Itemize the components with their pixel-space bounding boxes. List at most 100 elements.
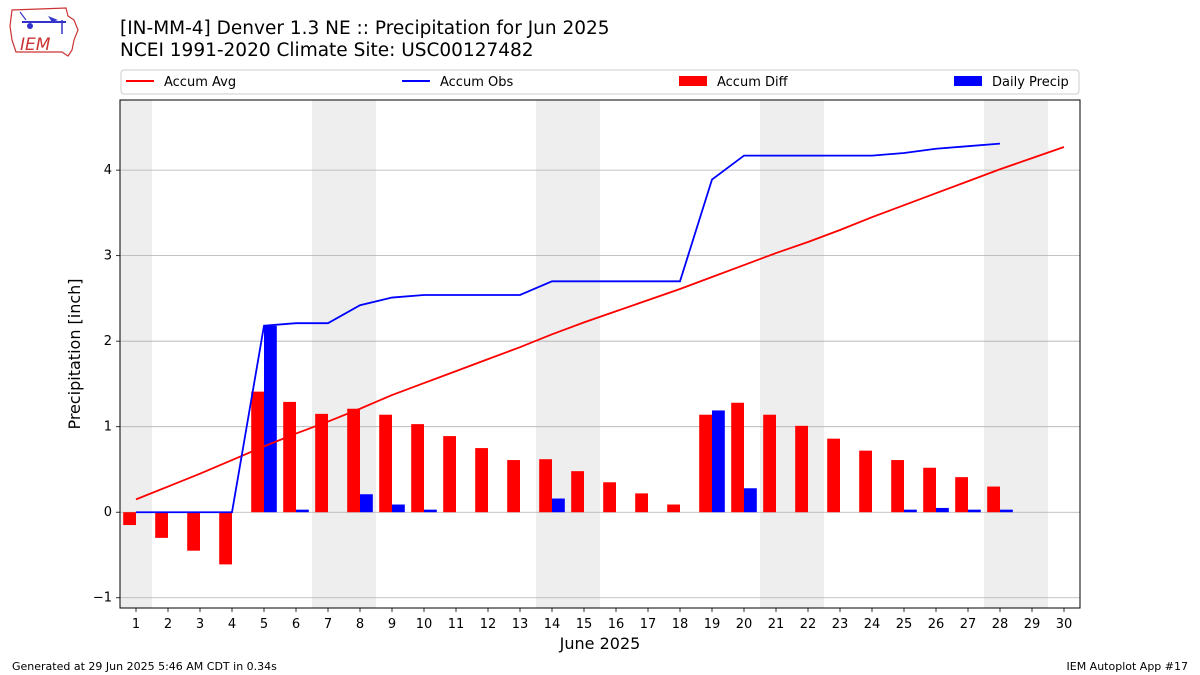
weekend-shade	[984, 100, 1016, 608]
x-tick-label: 6	[292, 617, 300, 632]
daily-precip-bar	[712, 410, 725, 513]
accum-diff-bar	[763, 414, 776, 513]
accum-diff-bar	[443, 436, 456, 513]
accum-diff-bar	[315, 413, 328, 513]
x-tick-label: 14	[544, 617, 561, 632]
daily-precip-bar	[552, 498, 565, 513]
daily-precip-bar	[936, 507, 949, 513]
x-tick-label: 4	[228, 617, 236, 632]
x-tick-label: 28	[992, 617, 1009, 632]
accum-diff-bar	[827, 438, 840, 513]
chart-subtitle: NCEI 1991-2020 Climate Site: USC00127482	[120, 40, 534, 61]
x-tick-label: 20	[736, 617, 753, 632]
x-tick-label: 7	[324, 617, 332, 632]
accum-diff-bar	[987, 486, 1000, 513]
x-tick-label: 1	[132, 617, 140, 632]
daily-precip-bar	[744, 488, 757, 513]
accum-diff-bar	[603, 482, 616, 513]
x-tick-label: 30	[1056, 617, 1073, 632]
x-tick-label: 23	[832, 617, 849, 632]
accum-obs-line	[136, 142, 1001, 514]
daily-precip-bar	[968, 509, 981, 513]
x-tick-label: 3	[196, 617, 204, 632]
x-tick-label: 15	[576, 617, 593, 632]
weekend-shade	[792, 100, 824, 608]
legend-bar-swatch	[679, 76, 707, 86]
legend-bar-swatch	[954, 76, 982, 86]
accum-diff-bar	[379, 414, 392, 513]
daily-precip-bar	[424, 509, 437, 513]
accum-diff-bar	[859, 450, 872, 513]
accum-diff-bar	[667, 504, 680, 513]
x-tick-label: 13	[512, 617, 529, 632]
accum-diff-bar	[795, 425, 808, 513]
accum-diff-bar	[187, 512, 200, 551]
x-tick-label: 2	[164, 617, 172, 632]
x-tick-label: 26	[928, 617, 945, 632]
weekend-shade	[312, 100, 344, 608]
accum-diff-bar	[635, 493, 648, 513]
y-tick-label: 2	[104, 334, 112, 349]
accum-diff-bar	[347, 408, 360, 513]
plot-frame	[119, 99, 1081, 609]
accum-diff-bar	[571, 471, 584, 513]
chart-title: [IN-MM-4] Denver 1.3 NE :: Precipitation…	[120, 18, 610, 39]
x-axis-label: June 2025	[559, 634, 641, 653]
weekend-shade	[760, 100, 792, 608]
legend-label: Daily Precip	[992, 75, 1069, 90]
accum-diff-bar	[475, 448, 488, 513]
footer-app: IEM Autoplot App #17	[1066, 660, 1189, 673]
accum-diff-bar	[731, 402, 744, 513]
accum-diff-bar	[891, 460, 904, 513]
y-tick-label: 3	[104, 249, 112, 264]
accum-diff-bar	[219, 512, 232, 565]
accum-diff-bar	[251, 391, 264, 513]
x-tick-label: 8	[356, 617, 364, 632]
legend-label: Accum Avg	[164, 75, 236, 90]
accum-diff-bar	[123, 512, 136, 526]
y-tick-label: 1	[104, 420, 112, 435]
legend-box	[120, 69, 1080, 95]
weekend-shade	[536, 100, 568, 608]
iowa-map-icon: IEM	[9, 7, 79, 57]
y-tick-label: 0	[104, 505, 112, 520]
accum-diff-bar	[539, 459, 552, 513]
daily-precip-bar	[392, 504, 405, 513]
logo-text: IEM	[20, 35, 51, 55]
accum-diff-bar	[699, 414, 712, 513]
accum-diff-bar	[955, 477, 968, 513]
y-axis-label: Precipitation [inch]	[65, 278, 84, 429]
x-tick-label: 10	[416, 617, 433, 632]
x-tick-label: 16	[608, 617, 625, 632]
accum-diff-bar	[283, 401, 296, 513]
x-tick-label: 24	[864, 617, 881, 632]
accum-diff-bar	[923, 467, 936, 513]
legend-label: Accum Obs	[440, 75, 513, 90]
x-tick-label: 19	[704, 617, 721, 632]
accum-diff-bar	[507, 460, 520, 513]
x-tick-label: 17	[640, 617, 657, 632]
daily-precip-bar	[296, 509, 309, 513]
daily-precip-bar	[264, 325, 277, 513]
x-tick-label: 12	[480, 617, 497, 632]
accum-diff-bar	[411, 424, 424, 513]
y-tick-label: 4	[104, 163, 112, 178]
daily-precip-bar	[1000, 509, 1013, 513]
x-tick-label: 9	[388, 617, 396, 632]
weekend-shade	[568, 100, 600, 608]
x-tick-label: 25	[896, 617, 913, 632]
x-tick-label: 21	[768, 617, 785, 632]
y-tick-label: −1	[93, 591, 112, 606]
x-tick-label: 18	[672, 617, 689, 632]
accum-diff-bar	[155, 512, 168, 538]
x-tick-label: 22	[800, 617, 817, 632]
weekend-shade	[344, 100, 376, 608]
legend: Accum Avg Accum Obs Accum Diff Daily Precip	[120, 69, 1080, 95]
weekend-shade	[120, 100, 152, 608]
x-tick-label: 27	[960, 617, 977, 632]
x-tick-label: 5	[260, 617, 268, 632]
weekend-shade	[1016, 100, 1048, 608]
iem-logo: IEM	[8, 6, 80, 58]
accum-avg-line	[135, 146, 1065, 501]
